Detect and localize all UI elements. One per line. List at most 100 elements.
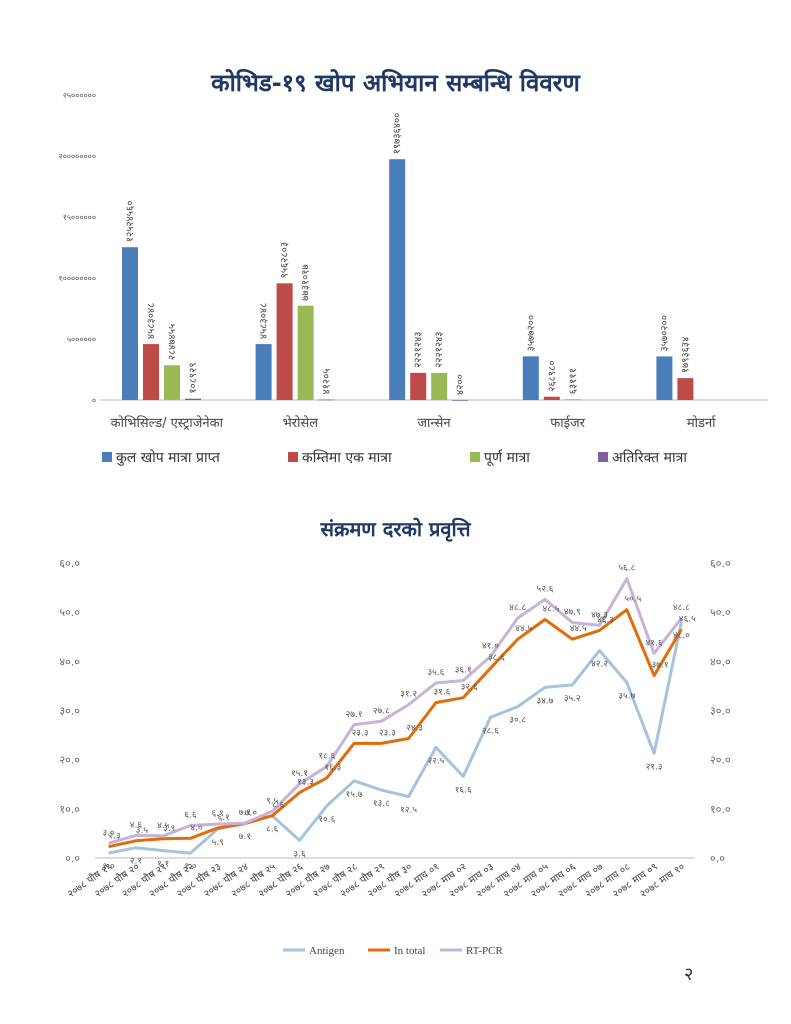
data-label: ४१.६: [646, 638, 663, 648]
bar: [522, 356, 539, 400]
data-label: ४८.०: [673, 631, 690, 641]
y-tick-label: ५००००००: [67, 335, 96, 344]
data-label: ६.१: [218, 813, 230, 823]
data-label: ३४.७: [537, 696, 554, 706]
y-tick-label: २५००००००: [63, 91, 96, 100]
data-label: २२.५: [427, 756, 444, 766]
legend-label: कुल खोप मात्रा प्राप्त: [116, 449, 221, 466]
y2-tick-label: ६०.०: [710, 557, 731, 570]
y2-tick-label: ३०.०: [710, 705, 731, 718]
legend-swatch: [598, 452, 608, 462]
bar: [255, 344, 272, 400]
y-tick-label: १५००००००: [63, 213, 96, 222]
data-label: १५.७: [346, 790, 363, 800]
data-label: ७.०: [245, 809, 258, 819]
bar-value-label: ९५६२८०३: [280, 242, 291, 278]
y-tick-label: २०.०: [59, 754, 80, 767]
y2-tick-label: ०.०: [710, 852, 725, 865]
data-label: ८.६: [272, 801, 285, 811]
data-label: ५२.६: [537, 584, 554, 594]
y-tick-label: १००००००००: [59, 274, 96, 283]
legend-swatch: [288, 452, 298, 462]
series-line-RT-PCR: [108, 577, 683, 845]
data-label: १.०: [184, 862, 197, 872]
series-line-In total: [108, 608, 683, 849]
data-label: ६.६: [184, 811, 197, 821]
data-label: १.०: [103, 862, 116, 872]
data-label: ३१.२: [400, 690, 417, 700]
data-label: ४४.५: [570, 624, 587, 634]
data-label: १३.३: [297, 778, 314, 788]
y2-tick-label: ४०.०: [710, 655, 731, 668]
bar: [164, 365, 180, 400]
bar: [543, 396, 560, 400]
data-label: ३.६: [293, 849, 306, 859]
legend-label: अतिरिक्त मात्रा: [612, 449, 687, 466]
x-tick-label: फाईजर: [550, 415, 585, 431]
bar: [410, 372, 427, 400]
data-label: ६.९: [212, 809, 224, 819]
data-label: २७.१: [346, 710, 363, 720]
bar: [122, 247, 138, 400]
data-label: १५.१: [291, 769, 308, 779]
data-label: ३२.६: [461, 683, 478, 693]
data-label: २४.३: [406, 724, 423, 734]
y-tick-label: ३०.०: [59, 705, 80, 718]
data-label: ३७.१: [652, 661, 669, 671]
bar-value-label: ३५७०२००: [659, 315, 670, 351]
legend-swatch: [470, 452, 480, 462]
bar: [185, 398, 201, 400]
bar: [452, 399, 469, 401]
data-label: २३.३: [379, 728, 396, 738]
data-label: ५०.५: [624, 595, 641, 605]
data-label: ३६.१: [455, 666, 472, 676]
data-label: ४७.९: [564, 607, 581, 617]
data-label: २७.८: [373, 706, 390, 716]
data-label: १६.३: [324, 763, 341, 773]
data-label: ३५.६: [427, 668, 444, 678]
bar: [431, 372, 448, 400]
data-label: १.१: [157, 860, 169, 870]
data-label: ३.९: [163, 824, 175, 834]
data-label: ५६.८: [618, 564, 635, 574]
data-label: ४१.०: [482, 641, 499, 651]
y-tick-label: ५०.०: [59, 606, 80, 619]
x-tick-label: कोभिसिल्ड/ एस्ट्राजेनेका: [111, 415, 224, 431]
data-label: ८.६: [266, 825, 279, 835]
data-label: ७.१: [239, 832, 251, 842]
bar-value-label: २२२१२४३: [413, 331, 424, 367]
data-label: ४८.८: [509, 603, 526, 613]
data-label: ३८.६: [488, 653, 505, 663]
data-label: ४८.५: [543, 605, 560, 615]
bar: [564, 399, 581, 401]
bar: [297, 305, 314, 400]
data-label: १८.६: [318, 752, 335, 762]
data-label: २८.६: [482, 726, 499, 736]
data-label: २.१: [130, 857, 142, 867]
data-label: १२.५: [400, 806, 417, 816]
bar-value-label: ४१२०५: [322, 368, 333, 394]
y-tick-label: ०.०: [65, 852, 80, 865]
x-tick-label: भेरोसेल: [283, 415, 319, 431]
y-tick-label: ४०.०: [59, 655, 80, 668]
bar-value-label: ४२००: [455, 374, 466, 395]
data-label: ३५.२: [564, 694, 581, 704]
data-label: १६.६: [455, 785, 472, 795]
y-tick-label: ६०.०: [59, 557, 80, 570]
y-tick-label: ०: [92, 396, 96, 405]
data-label: १३.८: [373, 799, 390, 809]
y-tick-label: २००००००००: [59, 152, 96, 161]
bar: [318, 399, 335, 401]
y2-tick-label: २०.०: [710, 754, 731, 767]
x-tick-label: जान्सेन: [417, 415, 451, 431]
data-label: ३.५: [136, 826, 149, 836]
page-number: २: [684, 964, 694, 985]
bar-value-label: १९७३६४००: [392, 113, 403, 155]
data-label: ३०.८: [509, 716, 526, 726]
x-tick-label: मोडर्ना: [687, 415, 717, 431]
bar: [276, 283, 293, 400]
bar-value-label: ६३१११: [568, 368, 579, 394]
bar-value-label: ४५८३०४८: [259, 303, 270, 339]
bar: [656, 356, 673, 400]
